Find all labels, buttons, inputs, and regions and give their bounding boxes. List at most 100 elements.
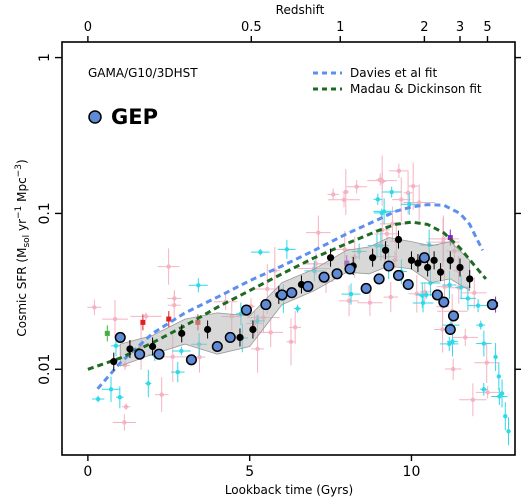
x-axis-ticks: 0 5 10 (83, 455, 420, 480)
scatter-point (420, 293, 425, 298)
top-tick-label: 0 (84, 20, 92, 35)
top-tick-label: 2 (420, 20, 428, 35)
gep-data-point (185, 354, 197, 366)
scatter-point (475, 303, 481, 308)
scatter-point (341, 197, 347, 203)
scatter-point (410, 183, 416, 189)
gep-data-point (302, 280, 314, 293)
scatter-point (420, 300, 426, 306)
scatter-point (375, 197, 381, 202)
scatter-point (499, 391, 505, 396)
black-data-point (436, 268, 445, 276)
black-data-point (381, 246, 390, 254)
scatter-point (506, 429, 511, 434)
davies-fit-line (96, 203, 484, 390)
gep-data-point (114, 331, 126, 344)
scatter-point (196, 283, 201, 288)
scatter-point (112, 316, 118, 322)
x-tick-label: 5 (245, 464, 254, 480)
gep-data-point (402, 278, 414, 291)
gep-data-point (240, 304, 252, 316)
scatter-point (343, 189, 348, 195)
y-tick-label: 0.1 (37, 202, 53, 224)
scatter-point (390, 221, 395, 227)
gep-legend: GEP (88, 105, 158, 129)
madau-dickinson-fit-line (87, 220, 488, 371)
scatter-point (166, 316, 172, 322)
scatter-point (295, 306, 300, 311)
scatter-point (159, 392, 164, 397)
gep-data-point (224, 331, 236, 344)
gep-data-point (418, 252, 430, 264)
data-points (110, 230, 498, 371)
legend-davies-label: Davies et al fit (350, 66, 437, 80)
scatter-point (288, 339, 294, 345)
black-data-point (236, 333, 244, 342)
scatter-point (424, 292, 429, 298)
scatter-point (265, 286, 270, 292)
black-data-point (407, 256, 416, 264)
gep-data-point (431, 289, 443, 301)
black-data-point (326, 254, 335, 262)
scatter-point (493, 354, 498, 360)
scatter-point (450, 339, 455, 344)
x-tick-label: 0 (83, 464, 92, 480)
legend-madau-label: Madau & Dickinson fit (350, 82, 482, 96)
scatter-point (416, 200, 422, 205)
gep-data-point (360, 282, 372, 295)
top-tick-label: 5 (483, 20, 491, 35)
scatter-point (481, 341, 487, 346)
scatter-point (95, 396, 101, 402)
scatter-point (117, 395, 123, 400)
scatter-point (472, 290, 477, 296)
gep-data-point (318, 271, 330, 283)
black-data-point (178, 329, 186, 337)
gep-data-point (153, 348, 165, 360)
top-axis-ticks: 0 0.5 1 2 3 5 (84, 20, 492, 42)
scatter-point (396, 168, 402, 174)
scatter-point (399, 197, 404, 202)
scatter-point (113, 343, 119, 349)
scatter-point (447, 282, 452, 288)
scatter-point (447, 341, 452, 347)
fit-lines (87, 203, 488, 390)
black-data-point (204, 325, 212, 334)
annotation-text: GAMA/G10/3DHST (88, 66, 198, 80)
black-data-point (149, 342, 157, 351)
scatter-point (122, 420, 127, 425)
scatter-point (463, 335, 468, 340)
black-data-point (110, 358, 118, 366)
scatter-point (407, 202, 412, 207)
x-tick-label: 10 (403, 464, 421, 480)
gep-data-point (276, 289, 288, 301)
scatter-point (123, 404, 129, 409)
gep-data-point (447, 310, 460, 322)
scatter-point (354, 184, 359, 189)
gep-data-point (373, 273, 385, 285)
scatter-point (175, 369, 180, 375)
scatter-point (146, 381, 151, 386)
gep-data-point (134, 348, 146, 360)
y-tick-label: 0.01 (37, 354, 53, 385)
gep-data-point (486, 299, 498, 311)
black-data-point (456, 263, 464, 272)
scatter-point (379, 178, 385, 183)
gep-legend-marker (88, 110, 102, 124)
scatter-point (197, 354, 202, 360)
scatter-point (313, 261, 319, 267)
gep-data-point (392, 269, 405, 282)
scatter-point (143, 314, 149, 319)
scatter-point (346, 298, 352, 304)
top-axis-label: Redshift (276, 3, 325, 17)
plot-frame (61, 41, 516, 456)
black-data-point (414, 259, 422, 267)
black-data-point (446, 256, 454, 264)
gep-data-point (211, 340, 223, 353)
x-axis-label: Lookback time (Gyrs) (225, 483, 353, 497)
legend: Davies et al fit Madau & Dickinson fit (313, 66, 482, 96)
scatter-point (481, 387, 486, 392)
y-tick-label: 1 (37, 53, 53, 62)
scatter-point (388, 294, 393, 300)
scatter-point (389, 189, 394, 195)
